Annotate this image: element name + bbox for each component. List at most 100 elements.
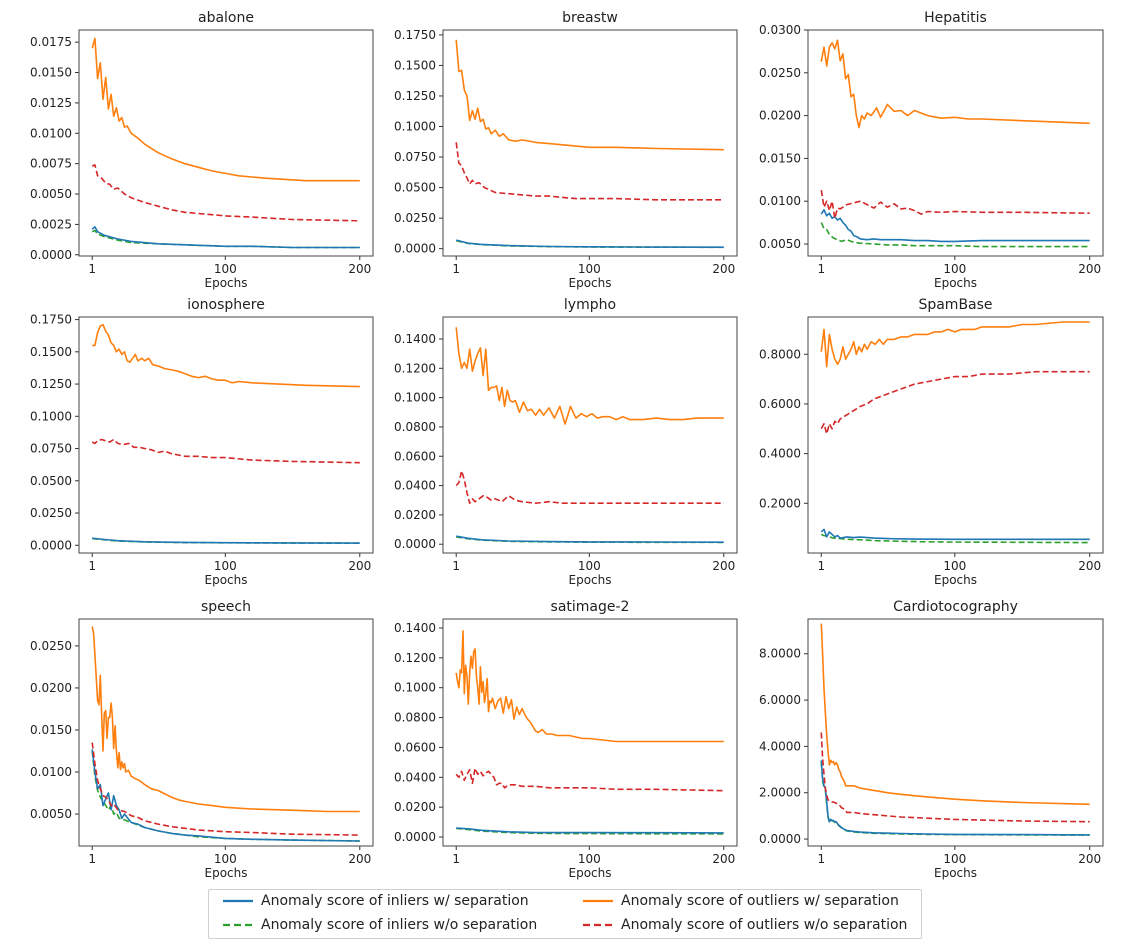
- legend-label: Anomaly score of inliers w/o separation: [261, 917, 538, 933]
- y-tick-label: 0.1250: [30, 377, 72, 391]
- series-line-in_sep: [456, 239, 724, 248]
- x-tick-label: 100: [214, 852, 237, 866]
- series-group: [455, 630, 724, 835]
- y-tick-label: 0.0250: [394, 211, 436, 225]
- subplot-title: abalone: [198, 10, 254, 26]
- y-tick-label: 4.0000: [759, 739, 801, 753]
- plot-frame: [78, 29, 374, 257]
- series-line-out_nosep: [820, 732, 1090, 823]
- series-line-out_nosep: [455, 470, 724, 505]
- x-axis-label: Epochs: [205, 866, 248, 880]
- x-tick-label: 100: [578, 559, 601, 573]
- x-tick-label: 100: [214, 559, 237, 573]
- y-tick-label: 0.2000: [759, 496, 801, 510]
- series-line-in_nosep: [91, 750, 360, 842]
- series-line-out_nosep: [91, 742, 360, 836]
- y-tick-label: 0.0500: [394, 181, 436, 195]
- subplot-ionosphere: ionosphere 0.0000 0.0250 0.0500 0.0750 0.1000…: [30, 297, 374, 587]
- y-tick-label: 0.0175: [30, 35, 72, 49]
- x-tick-label: 200: [1078, 262, 1101, 276]
- y-tick-label: 0.6000: [759, 397, 801, 411]
- legend: Anomaly score of inliers w/ separation A…: [208, 889, 922, 939]
- y-tick-label: 0.1000: [30, 409, 72, 423]
- legend-item-inliers-nosep: Anomaly score of inliers w/o separation: [223, 917, 537, 933]
- x-axis-label: Epochs: [569, 573, 612, 587]
- series-group: [820, 39, 1090, 248]
- series-line-in_sep: [820, 209, 1090, 243]
- subplot-breastw: breastw 0.0000 0.0250 0.0500 0.0750 0.1000 0.1…: [394, 10, 738, 290]
- x-tick-label: 1: [88, 559, 96, 573]
- subplot-spambase: SpamBase 0.2000 0.4000 0.6000 0.8000 1 100 200 E…: [759, 297, 1104, 587]
- y-tick-label: 0.1500: [394, 58, 436, 72]
- y-tick-label: 0.0200: [394, 800, 436, 814]
- plot-frame: [78, 618, 374, 847]
- plot-frame: [442, 316, 738, 554]
- plot-frame: [442, 618, 738, 847]
- x-tick-label: 200: [348, 262, 371, 276]
- series-group: [820, 623, 1090, 836]
- x-tick-label: 1: [817, 852, 825, 866]
- series-line-out_sep: [455, 39, 724, 151]
- series-group: [91, 323, 360, 545]
- y-tick-label: 0.1250: [394, 89, 436, 103]
- subplot-abalone: abalone 0.0000 0.0025 0.0050 0.0075 0.0100 0.0…: [30, 10, 374, 290]
- legend-item-inliers-sep: Anomaly score of inliers w/ separation: [223, 893, 529, 909]
- y-tick-label: 0.0400: [394, 770, 436, 784]
- x-tick-label: 200: [712, 852, 735, 866]
- y-tick-label: 0.1000: [394, 391, 436, 405]
- series-group: [91, 626, 360, 842]
- series-line-in_sep: [92, 537, 360, 544]
- y-tick-label: 0.0000: [394, 830, 436, 844]
- x-tick-label: 100: [943, 262, 966, 276]
- y-tick-label: 0.0000: [394, 242, 436, 256]
- subplot-title: speech: [201, 599, 251, 615]
- x-axis-label: Epochs: [934, 866, 977, 880]
- legend-line-dashed-green-icon: [223, 923, 253, 927]
- series-line-in_nosep: [820, 222, 1090, 248]
- x-tick-label: 1: [452, 262, 460, 276]
- y-tick-label: 0.0000: [30, 538, 72, 552]
- series-line-out_sep: [92, 323, 360, 388]
- series-line-in_sep: [456, 535, 724, 544]
- y-tick-label: 0.0025: [30, 217, 72, 231]
- y-tick-label: 0.1000: [394, 120, 436, 134]
- y-tick-label: 0.1200: [394, 361, 436, 375]
- series-group: [820, 321, 1090, 544]
- series-line-out_nosep: [91, 438, 360, 464]
- y-tick-label: 0.0075: [30, 157, 72, 171]
- y-tick-label: 8.0000: [759, 647, 801, 661]
- subplot-title: lympho: [564, 297, 616, 313]
- plot-frame: [78, 316, 374, 554]
- y-tick-label: 0.0250: [30, 506, 72, 520]
- y-tick-label: 0.0050: [30, 807, 72, 821]
- series-line-out_nosep: [455, 767, 724, 792]
- x-axis-label: Epochs: [569, 866, 612, 880]
- x-tick-label: 200: [1078, 852, 1101, 866]
- y-tick-label: 0.0300: [759, 23, 801, 37]
- x-tick-label: 200: [348, 852, 371, 866]
- series-line-in_sep: [91, 749, 360, 842]
- x-tick-label: 100: [943, 559, 966, 573]
- x-tick-label: 1: [452, 559, 460, 573]
- subplot-satimage-2: satimage-2 0.0000 0.0200 0.0400 0.0600 0.0800…: [394, 599, 738, 880]
- y-tick-label: 0.1200: [394, 651, 436, 665]
- y-tick-label: 0.1500: [30, 345, 72, 359]
- subplot-lympho: lympho 0.0000 0.0200 0.0400 0.0600 0.0800 0.10…: [394, 297, 738, 587]
- y-tick-label: 0.0000: [30, 248, 72, 262]
- series-line-in_sep: [456, 827, 724, 834]
- y-tick-label: 0.0200: [394, 508, 436, 522]
- series-group: [455, 39, 724, 249]
- x-axis-label: Epochs: [569, 276, 612, 290]
- y-tick-label: 0.8000: [759, 347, 801, 361]
- legend-line-solid-orange-icon: [583, 899, 613, 903]
- subplot-title: ionosphere: [187, 297, 265, 313]
- figure: abalone 0.0000 0.0025 0.0050 0.0075 0.0100 0.0…: [30, 10, 1104, 880]
- y-tick-label: 0.0250: [759, 66, 801, 80]
- subplot-title: Cardiotocography: [893, 599, 1018, 615]
- subplot-hepatitis: Hepatitis 0.0050 0.0100 0.0150 0.0200 0.0250 0…: [759, 10, 1104, 290]
- series-line-in_nosep: [820, 533, 1090, 544]
- x-tick-label: 1: [88, 262, 96, 276]
- x-tick-label: 200: [712, 559, 735, 573]
- y-tick-label: 0.0150: [30, 723, 72, 737]
- series-line-in_sep: [820, 760, 1090, 836]
